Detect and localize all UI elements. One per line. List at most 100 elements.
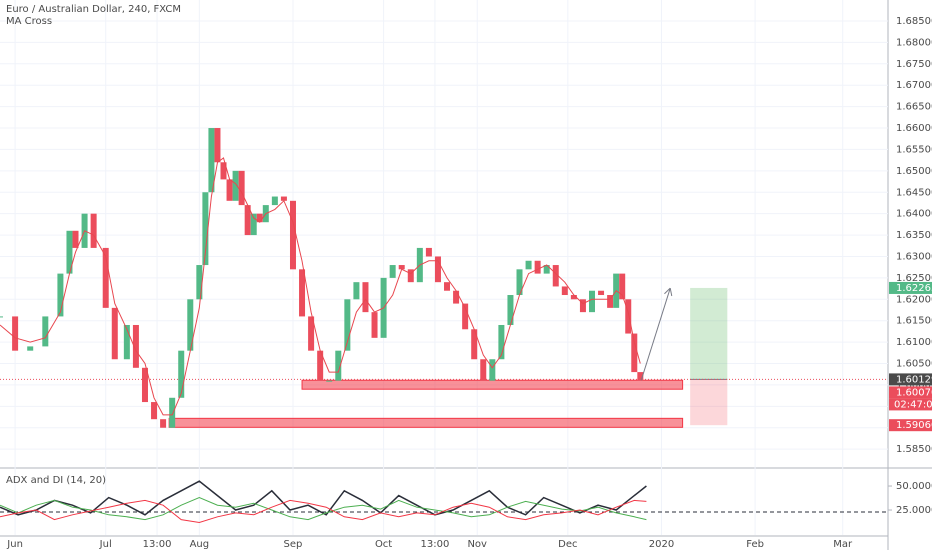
- candle: [462, 303, 469, 330]
- x-tick-label: Aug: [190, 539, 210, 550]
- candle: [202, 192, 209, 266]
- candle: [226, 179, 233, 201]
- price-label: 1.62265: [896, 283, 932, 294]
- candle: [220, 162, 227, 180]
- candle: [598, 290, 605, 296]
- candle: [42, 316, 49, 347]
- y-tick-label: 25.00000: [896, 505, 932, 516]
- ma-line: [0, 157, 641, 416]
- candle: [434, 256, 441, 283]
- price-label-box: [889, 281, 932, 294]
- timer-box: [889, 398, 932, 411]
- candle: [525, 260, 532, 270]
- candle: [534, 260, 541, 274]
- candle: [317, 350, 324, 381]
- candle: [178, 350, 185, 398]
- candle: [389, 265, 396, 278]
- y-tick-label: 1.66000: [896, 123, 932, 134]
- x-tick-label: Nov: [467, 539, 487, 550]
- candle: [111, 307, 118, 360]
- candle: [214, 128, 221, 163]
- x-tick-label: 13:00: [143, 539, 172, 550]
- candle: [256, 213, 263, 223]
- candle: [570, 295, 577, 300]
- y-tick-label: 1.65000: [896, 166, 932, 177]
- candle: [12, 316, 19, 351]
- candle: [151, 402, 158, 420]
- price-label-box: [889, 386, 932, 399]
- indicator-label: MA Cross: [6, 16, 52, 27]
- candle: [398, 265, 405, 270]
- x-tick-label: 2020: [649, 539, 674, 550]
- arrow-head: [664, 287, 671, 295]
- candle: [238, 170, 245, 206]
- indicator-line: [0, 480, 647, 516]
- candle: [371, 312, 378, 338]
- candle: [280, 196, 287, 201]
- chart-title: Euro / Australian Dollar, 240, FXCM: [6, 4, 181, 15]
- candle: [160, 419, 167, 428]
- y-tick-label: 1.61500: [896, 316, 932, 327]
- candle: [208, 128, 215, 193]
- plot: [0, 0, 888, 535]
- support-zone: [168, 417, 684, 428]
- y-tick-label: 1.62000: [896, 294, 932, 305]
- candle: [123, 324, 130, 360]
- candle: [271, 196, 278, 206]
- candle: [489, 359, 496, 381]
- y-tick-label: 50.00000: [896, 481, 932, 492]
- candle: [90, 213, 97, 248]
- y-tick-label: 1.61000: [896, 337, 932, 348]
- candle: [335, 350, 342, 381]
- candle: [299, 269, 306, 317]
- candle: [196, 265, 203, 300]
- candle: [425, 247, 432, 257]
- candle: [589, 290, 595, 313]
- candle: [289, 200, 296, 270]
- candle: [480, 359, 487, 381]
- support-zone: [301, 379, 684, 390]
- candle: [516, 269, 523, 296]
- candle: [57, 273, 64, 317]
- x-tick-label: Dec: [558, 539, 577, 550]
- candle: [579, 299, 586, 313]
- price-label-box: [889, 419, 932, 432]
- candle: [308, 316, 315, 351]
- candle: [27, 346, 34, 351]
- x-tick-label: Jun: [6, 539, 23, 550]
- y-tick-label: 1.58500: [896, 444, 932, 455]
- candle: [326, 380, 333, 382]
- x-tick-label: Mar: [833, 539, 853, 550]
- candle: [552, 265, 559, 287]
- candle: [344, 299, 351, 351]
- candle: [250, 213, 257, 236]
- y-tick-label: 1.60000: [896, 380, 932, 391]
- candle: [619, 273, 626, 300]
- candle: [66, 230, 73, 274]
- price-label-box: [889, 373, 932, 386]
- x-tick-label: Feb: [746, 539, 764, 550]
- candle: [561, 286, 568, 296]
- candle: [444, 282, 451, 291]
- candle: [244, 205, 251, 236]
- price-label: 1.59060: [896, 420, 932, 431]
- candle: [0, 316, 3, 318]
- price-label: 1.60129: [896, 374, 932, 385]
- countdown: 02:47:01: [894, 399, 932, 410]
- candle: [543, 265, 550, 274]
- candle: [407, 269, 414, 283]
- y-tick-label: 1.63000: [896, 251, 932, 262]
- loss-area: [690, 379, 728, 426]
- candle: [141, 367, 148, 403]
- profit-area: [690, 287, 728, 380]
- indicator-line: [0, 497, 647, 521]
- candle: [471, 329, 478, 360]
- candle: [132, 324, 139, 368]
- candle: [637, 372, 644, 381]
- y-tick-label: 1.65500: [896, 144, 932, 155]
- y-tick-label: 1.68000: [896, 37, 932, 48]
- y-tick-label: 1.62500: [896, 273, 932, 284]
